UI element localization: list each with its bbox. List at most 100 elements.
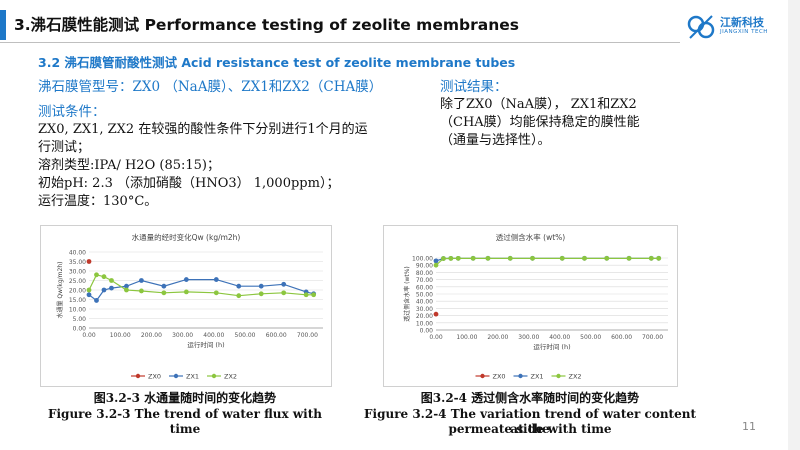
legend-label: ZX0 bbox=[148, 373, 161, 381]
y-axis-label: 透过侧含水率 (wt%) bbox=[403, 266, 411, 322]
results-list: 除了ZX0（NaA膜）， ZX1和ZX2 （CHA膜）均能保持稳定的膜性能 （通… bbox=[440, 96, 740, 150]
chart-title: 透过侧含水率 (wt%) bbox=[496, 232, 566, 242]
header-divider bbox=[0, 42, 680, 43]
x-tick-label: 700.00 bbox=[297, 332, 318, 339]
y-tick-label: 30.00 bbox=[69, 269, 86, 276]
series-line-zx2 bbox=[435, 257, 659, 266]
data-point-zx0 bbox=[433, 311, 439, 317]
data-point-zx2 bbox=[582, 255, 587, 261]
company-logo: 江新科技 JIANGXIN TECH bbox=[686, 12, 786, 42]
x-tick-label: 300.00 bbox=[172, 332, 193, 339]
y-tick-label: 30.00 bbox=[416, 306, 433, 313]
x-tick-label: 500.00 bbox=[235, 332, 256, 339]
data-point-zx2 bbox=[183, 289, 189, 295]
data-point-zx2 bbox=[656, 255, 662, 261]
figure2-caption-cn: 图3.2-4 透过侧含水率随时间的变化趋势 bbox=[420, 391, 640, 405]
data-point-zx1 bbox=[183, 277, 189, 282]
data-point-zx1 bbox=[124, 283, 129, 289]
y-tick-label: 0.00 bbox=[73, 326, 87, 333]
x-tick-label: 600.00 bbox=[266, 332, 287, 339]
conditions-line: 行测试； bbox=[38, 140, 91, 155]
data-point-zx1 bbox=[101, 287, 107, 293]
x-tick-label: 400.00 bbox=[549, 334, 570, 341]
legend-label: ZX1 bbox=[531, 373, 544, 381]
data-point-zx1 bbox=[86, 292, 92, 298]
data-point-zx2 bbox=[86, 287, 92, 293]
y-tick-label: 80.00 bbox=[416, 270, 433, 277]
x-axis-label: 运行时间 (h) bbox=[533, 342, 570, 351]
x-tick-label: 600.00 bbox=[611, 334, 632, 341]
data-point-zx2 bbox=[559, 255, 565, 261]
results-line: （通量与选择性）。 bbox=[440, 133, 551, 148]
y-tick-label: 60.00 bbox=[416, 284, 433, 291]
conditions-line: ZX0, ZX1, ZX2 在较强的酸性条件下分别进行1个月的运 bbox=[38, 122, 368, 137]
data-point-zx1 bbox=[213, 277, 219, 282]
data-point-zx2 bbox=[303, 292, 309, 298]
data-point-zx2 bbox=[94, 272, 99, 278]
legend-marker-zx0 bbox=[135, 373, 141, 379]
x-tick-label: 300.00 bbox=[518, 334, 539, 341]
legend-marker-zx2 bbox=[211, 373, 217, 379]
chart-water-content: 透过侧含水率 (wt%) 0.00 10.00 20.00 30.00 40.00 50.0… bbox=[383, 225, 678, 387]
page-number: 11 bbox=[742, 420, 756, 433]
legend-marker-zx1 bbox=[518, 373, 523, 379]
results-title: 测试结果： bbox=[440, 79, 508, 95]
x-tick-label: 400.00 bbox=[203, 332, 224, 339]
data-point-zx1 bbox=[94, 298, 99, 303]
data-point-zx2 bbox=[470, 255, 476, 261]
logo-text: 江新科技 bbox=[720, 16, 764, 29]
y-tick-label: 10.00 bbox=[69, 307, 86, 314]
data-point-zx2 bbox=[433, 262, 439, 268]
y-tick-label: 15.00 bbox=[69, 297, 86, 304]
data-point-zx2 bbox=[311, 292, 317, 298]
results-line: 除了ZX0（NaA膜）， ZX1和ZX2 bbox=[440, 97, 637, 112]
legend-marker-zx0 bbox=[480, 373, 485, 379]
data-point-zx2 bbox=[109, 278, 114, 283]
chart-water-content-svg: 透过侧含水率 (wt%)0.0010.0020.0030.0040.0050.0… bbox=[403, 232, 668, 381]
data-point-zx2 bbox=[281, 290, 287, 296]
data-point-zx1 bbox=[139, 278, 144, 283]
y-tick-label: 50.00 bbox=[416, 292, 433, 299]
data-point-zx1 bbox=[236, 283, 242, 289]
x-tick-label: 700.00 bbox=[642, 334, 663, 341]
y-tick-label: 35.00 bbox=[69, 259, 86, 266]
results-line: （CHA膜）均能保持稳定的膜性能 bbox=[440, 115, 640, 130]
legend-marker-zx1 bbox=[173, 373, 179, 379]
data-point-zx2 bbox=[507, 255, 513, 261]
section-subtitle: 3.2 沸石膜管耐酸性测试 Acid resistance test of ze… bbox=[38, 55, 516, 70]
data-point-zx2 bbox=[258, 291, 264, 297]
data-point-zx2 bbox=[455, 255, 461, 261]
chart-title: 水通量的经时变化Qw (kg/m2h) bbox=[132, 232, 241, 242]
y-tick-label: 20.00 bbox=[69, 288, 86, 295]
membrane-model-line: 沸石膜管型号：ZX0 （NaA膜）、ZX1和ZX2（CHA膜） bbox=[38, 79, 383, 95]
data-point-zx2 bbox=[213, 290, 219, 296]
header-bar: 3.沸石膜性能测试 Performance testing of zeolite… bbox=[0, 0, 800, 50]
conditions-line: 溶剂类型:IPA/ H2O (85:15)； bbox=[38, 158, 220, 173]
data-point-zx2 bbox=[101, 274, 107, 280]
logo-subtext: JIANGXIN TECH bbox=[720, 29, 768, 35]
data-point-zx2 bbox=[626, 255, 632, 261]
y-tick-label: 10.00 bbox=[416, 320, 433, 327]
y-tick-label: 5.00 bbox=[73, 316, 87, 323]
logo-mark-icon bbox=[687, 15, 715, 39]
legend-label: ZX1 bbox=[186, 373, 199, 381]
chart-water-flux-svg: 水通量的经时变化Qw (kg/m2h) 0.00 5.00 10.00 15.00 20.… bbox=[56, 232, 323, 381]
x-tick-label: 200.00 bbox=[141, 332, 162, 339]
right-edge-strip bbox=[788, 0, 800, 450]
data-point-zx1 bbox=[281, 281, 287, 287]
y-tick-label: 40.00 bbox=[416, 299, 433, 306]
data-point-zx2 bbox=[139, 288, 144, 294]
figure2-caption-en-1: Figure 3.2-4 The variation trend of wate… bbox=[364, 407, 696, 436]
conditions-line: 运行温度：130°C。 bbox=[38, 194, 158, 209]
y-tick-label: 90.00 bbox=[416, 263, 433, 270]
x-tick-label: 100.00 bbox=[456, 334, 477, 341]
x-tick-label: 100.00 bbox=[110, 332, 131, 339]
conditions-title: 测试条件： bbox=[38, 104, 106, 120]
data-point-zx2 bbox=[448, 256, 454, 261]
x-tick-label: 0.00 bbox=[429, 334, 443, 341]
data-point-zx2 bbox=[530, 255, 535, 261]
legend-label: ZX0 bbox=[493, 373, 506, 381]
legend-marker-zx2 bbox=[556, 373, 561, 379]
figure2-caption-en-2: permeate side with time bbox=[448, 422, 612, 436]
data-point-zx2 bbox=[124, 287, 129, 293]
